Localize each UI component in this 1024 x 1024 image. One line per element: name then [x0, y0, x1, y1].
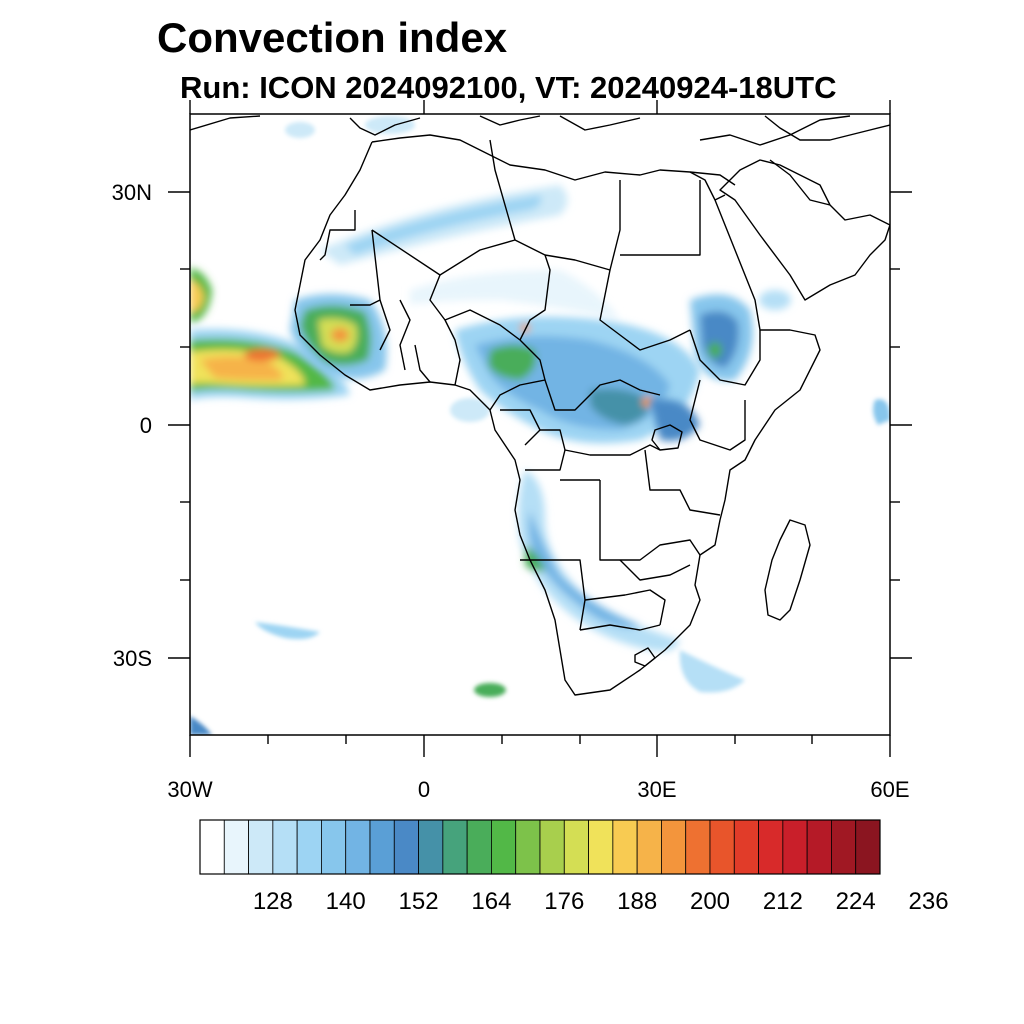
x-tick-label-0: 0: [418, 777, 430, 802]
y-tick-label-0: 0: [140, 413, 152, 438]
colorbar-swatch: [855, 819, 881, 875]
convection-east-africa: [650, 290, 791, 441]
convection-scattered: [190, 116, 890, 735]
y-tick-label-30s: 30S: [113, 646, 152, 671]
coastline-borders: [190, 115, 890, 696]
colorbar-tick-label: 212: [762, 888, 803, 915]
colorbar-swatch: [661, 819, 687, 875]
colorbar-tick-label: 236: [908, 888, 949, 915]
colorbar-swatch: [758, 819, 784, 875]
colorbar-swatch: [466, 819, 492, 875]
arabia-coastline: [719, 159, 890, 301]
colorbar-tick-label: 140: [325, 888, 366, 915]
colorbar-frame: [199, 819, 881, 875]
x-tick-label-30e: 30E: [637, 777, 676, 802]
x-tick-label-30w: 30W: [167, 777, 212, 802]
colorbar-tick-label: 200: [689, 888, 731, 915]
colorbar-swatch: [223, 819, 249, 875]
colorbar-swatch: [418, 819, 444, 875]
y-ticks: [168, 191, 912, 659]
colorbar-swatch: [539, 819, 565, 875]
colorbar-tick-label: 224: [835, 888, 876, 915]
x-ticks: [189, 100, 891, 757]
colorbar-swatch: [442, 819, 468, 875]
colorbar-swatch: [588, 819, 614, 875]
colorbar: [199, 819, 881, 875]
colorbar-swatch: [831, 819, 857, 875]
chart-subtitle: Run: ICON 2024092100, VT: 20240924-18UTC: [180, 70, 837, 105]
madagascar-coastline: [764, 519, 811, 621]
colorbar-swatch: [563, 819, 589, 875]
y-tick-label-30n: 30N: [112, 180, 152, 205]
colorbar-tick-label: 152: [398, 888, 439, 915]
colorbar-swatch: [393, 819, 419, 875]
colorbar-swatch: [491, 819, 517, 875]
colorbar-swatch: [296, 819, 322, 875]
colorbar-swatch: [612, 819, 638, 875]
colorbar-swatch: [272, 819, 298, 875]
colorbar-swatch: [636, 819, 662, 875]
chart-title: Convection index: [157, 14, 508, 61]
colorbar-swatch: [321, 819, 347, 875]
colorbar-swatch: [733, 819, 759, 875]
colorbar-tick-label: 164: [471, 888, 512, 915]
africa-coastline: [294, 134, 821, 696]
colorbar-swatch: [369, 819, 395, 875]
colorbar-tick-label: 176: [544, 888, 585, 915]
colorbar-swatch: [806, 819, 832, 875]
colorbar-swatch: [782, 819, 808, 875]
colorbar-swatch: [345, 819, 371, 875]
colorbar-swatch: [709, 819, 735, 875]
colorbar-swatch: [685, 819, 711, 875]
colorbar-swatch: [248, 819, 274, 875]
convection-west-africa: [290, 294, 387, 379]
colorbar-swatch: [515, 819, 541, 875]
colorbar-tick-label: 128: [252, 888, 293, 915]
convection-atlantic: [190, 268, 350, 400]
convection-central-africa: [455, 316, 700, 444]
colorbar-tick-label: 188: [617, 888, 658, 915]
x-tick-label-60e: 60E: [870, 777, 909, 802]
colorbar-swatch: [199, 819, 225, 875]
convection-field: [190, 116, 890, 735]
